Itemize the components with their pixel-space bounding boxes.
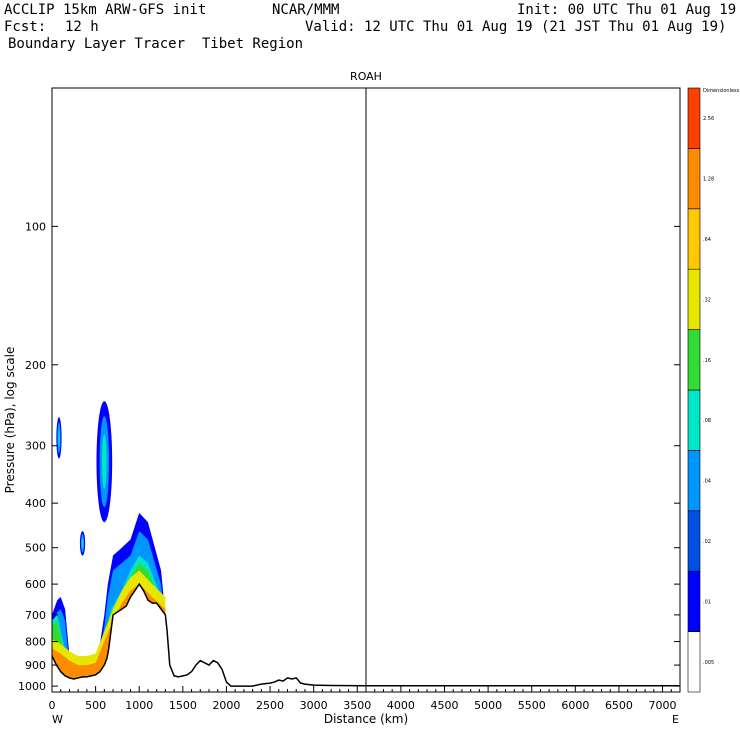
x-tick-label: 3000: [300, 699, 328, 712]
header-org: NCAR/MMM: [272, 2, 340, 18]
colorbar-label: .01: [703, 599, 711, 605]
colorbar-label: .005: [703, 660, 714, 666]
x-tick-label: 2500: [256, 699, 284, 712]
x-tick-label: 2000: [212, 699, 240, 712]
header-model: ACCLIP 15km ARW-GFS init: [4, 2, 207, 18]
colorbar-units: Dimensionless: [703, 88, 740, 94]
colorbar-label: .02: [703, 539, 711, 545]
header-valid: Valid: 12 UTC Thu 01 Aug 19 (21 JST Thu …: [305, 19, 727, 35]
colorbar-swatch-6: [687, 268, 701, 330]
header-fcst-value: 12 h: [65, 19, 99, 35]
x-tick-label: 3500: [343, 699, 371, 712]
x-tick-label: 5000: [474, 699, 502, 712]
y-tick-label: 300: [25, 440, 46, 453]
y-tick-label: 800: [25, 636, 46, 649]
x-tick-label: 500: [85, 699, 106, 712]
x-tick-label: 1000: [125, 699, 153, 712]
x-end-label-west: W: [52, 713, 63, 726]
colorbar-swatch-3: [687, 450, 701, 512]
x-tick-label: 4000: [387, 699, 415, 712]
colorbar-swatch-1: [687, 570, 701, 632]
colorbar-label: .04: [703, 479, 711, 485]
colorbar-label: .08: [703, 418, 711, 424]
x-tick-label: 7000: [649, 699, 677, 712]
y-tick-label: 100: [25, 220, 46, 233]
colorbar-label: .64: [703, 237, 711, 243]
colorbar-swatch-7: [687, 208, 701, 270]
y-tick-label: 700: [25, 609, 46, 622]
colorbar-label: 1.28: [703, 177, 714, 183]
header-fcst-label: Fcst:: [4, 19, 47, 35]
header-field: Boundary Layer Tracer Tibet Region: [8, 36, 304, 52]
header-init: Init: 00 UTC Thu 01 Aug 19: [517, 2, 737, 18]
terrain-line: [51, 582, 680, 687]
x-tick-label: 6500: [605, 699, 633, 712]
x-tick-label: 4500: [431, 699, 459, 712]
y-tick-label: 200: [25, 359, 46, 372]
chart-title: ROAH: [350, 70, 382, 83]
colorbar-swatch-0: [687, 631, 701, 693]
colorbar-swatch-5: [687, 329, 701, 391]
x-end-label-east: E: [672, 713, 679, 726]
x-tick-label: 0: [49, 699, 56, 712]
colorbar-swatch-8: [687, 148, 701, 210]
upper-blob-core-0: [101, 434, 107, 489]
y-tick-label: 500: [25, 542, 46, 555]
x-tick-label: 1500: [169, 699, 197, 712]
y-axis-label: Pressure (hPa), log scale: [3, 347, 17, 494]
colorbar-label: .32: [703, 297, 711, 303]
y-tick-label: 900: [25, 659, 46, 672]
x-tick-label: 6000: [561, 699, 589, 712]
colorbar-label: .16: [703, 358, 711, 364]
y-tick-label: 400: [25, 497, 46, 510]
plume-shading: [52, 512, 166, 687]
y-tick-label: 600: [25, 578, 46, 591]
upper-blob-core-2: [81, 537, 84, 549]
colorbar-swatch-4: [687, 389, 701, 451]
x-axis-label: Distance (km): [324, 712, 408, 726]
colorbar-swatch-9: [687, 87, 701, 149]
colorbar-label: 2.56: [703, 116, 714, 122]
colorbar-swatch-2: [687, 510, 701, 572]
upper-blob-core-1: [58, 428, 60, 448]
x-tick-label: 5500: [518, 699, 546, 712]
y-tick-label: 1000: [18, 680, 46, 693]
